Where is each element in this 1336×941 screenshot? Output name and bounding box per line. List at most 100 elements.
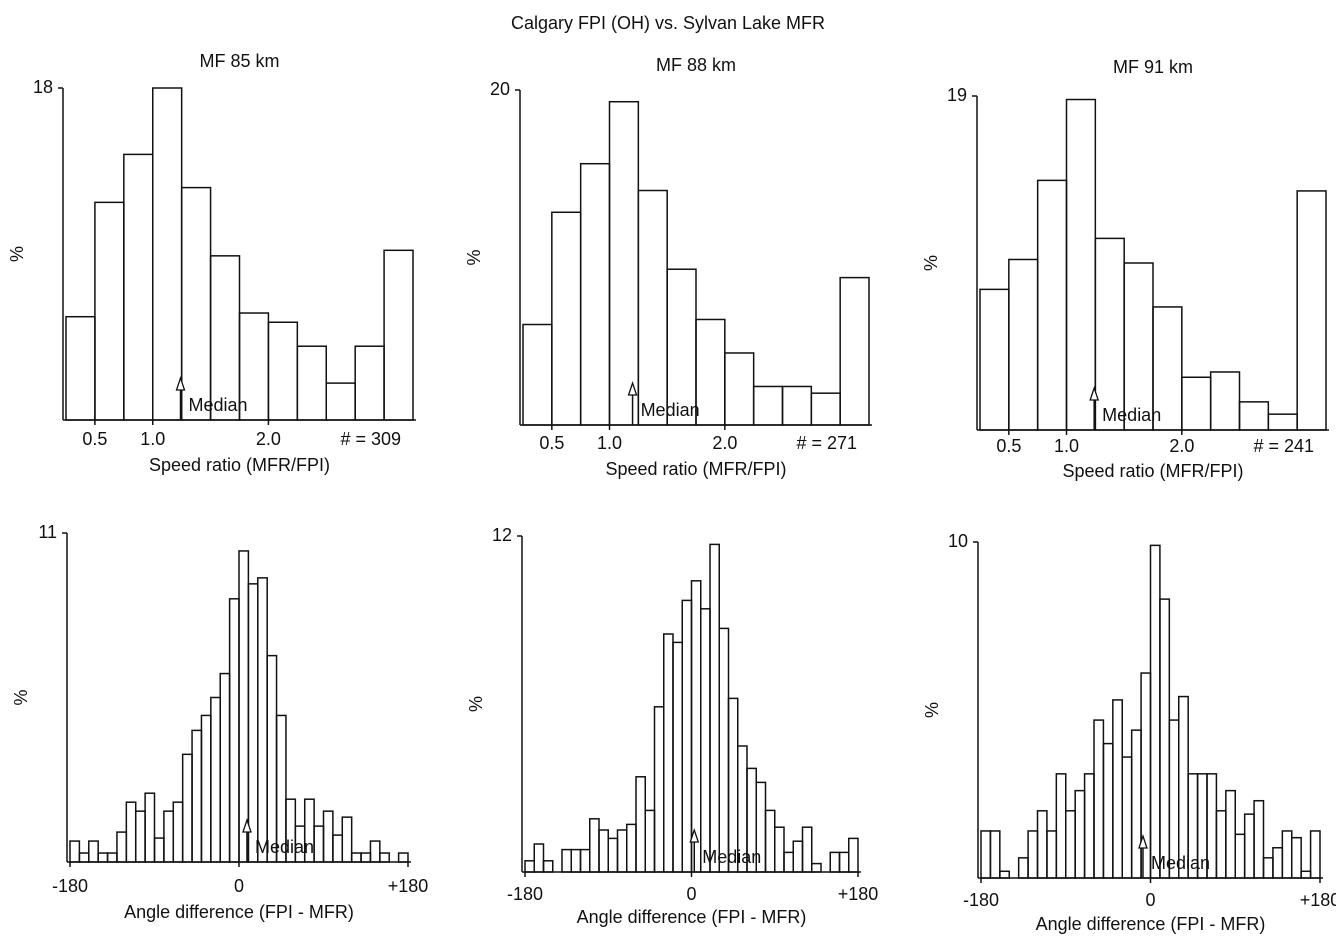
histogram-bar: [1253, 799, 1265, 879]
median-arrow-head: [1138, 833, 1148, 849]
histogram-bar: [1046, 830, 1058, 879]
histogram-bar: [153, 837, 165, 863]
histogram-bar: [783, 851, 794, 873]
histogram-bar: [313, 825, 325, 863]
histogram-bar: [332, 834, 344, 863]
histogram-bar: [69, 840, 81, 863]
x-axis-label: Speed ratio (MFR/FPI): [1062, 461, 1243, 481]
histogram-bar: [200, 714, 212, 863]
count-label: # = 271: [796, 433, 857, 453]
histogram-bar: [752, 385, 784, 426]
histogram-bar: [267, 321, 299, 421]
histogram-bar: [379, 852, 390, 863]
histogram-bar: [1281, 830, 1293, 879]
histogram-bar: [341, 816, 353, 863]
histogram-bar: [369, 840, 381, 863]
histogram-bar: [724, 352, 755, 426]
histogram-bar: [608, 100, 640, 426]
histogram-bar: [1017, 857, 1029, 879]
histogram-bar: [88, 840, 99, 863]
histogram-bar: [979, 288, 1010, 431]
x-axis-label: Speed ratio (MFR/FPI): [149, 455, 330, 475]
histogram-bar: [663, 633, 674, 873]
histogram-bar: [1234, 833, 1246, 879]
histogram-bar: [542, 860, 554, 873]
histogram-bar: [700, 608, 711, 873]
histogram-bar: [1238, 401, 1270, 431]
histogram-bar: [191, 729, 203, 863]
histogram-bar: [607, 837, 619, 873]
y-axis-label: %: [464, 249, 484, 265]
histogram-bar: [163, 810, 175, 863]
histogram-bar: [616, 829, 628, 873]
histogram-bar: [522, 323, 553, 426]
histogram-bar: [644, 809, 656, 873]
x-tick-label: 1.0: [140, 429, 165, 449]
histogram-bar: [1291, 836, 1302, 879]
histogram-bar: [589, 818, 600, 873]
y-tick-label: 19: [947, 85, 967, 105]
x-tick-label: 2.0: [256, 429, 281, 449]
median-label: Median: [255, 837, 314, 857]
histogram-bar: [78, 852, 90, 863]
histogram-bar: [792, 840, 804, 873]
histogram-bar: [275, 714, 287, 863]
histogram-bar: [266, 654, 278, 863]
histogram-bar: [626, 823, 637, 873]
histogram-bar: [116, 831, 128, 863]
histogram-bar: [123, 153, 154, 421]
histogram-bar: [1225, 789, 1237, 879]
x-tick-label: 0.5: [539, 433, 564, 453]
x-axis-label: Angle difference (FPI - MFR): [124, 902, 354, 922]
histogram-bar: [1074, 789, 1086, 879]
figure-title: Calgary FPI (OH) vs. Sylvan Lake MFR: [511, 13, 825, 33]
histogram-bar: [94, 201, 125, 421]
histogram-bar: [1159, 598, 1171, 879]
histogram-bar: [980, 830, 992, 879]
y-tick-label: 18: [33, 77, 53, 97]
histogram-bar: [1036, 179, 1068, 431]
histogram-bar: [533, 843, 545, 873]
histogram-bar: [839, 276, 870, 426]
histogram-bar: [350, 852, 362, 863]
histogram-bar: [1102, 742, 1114, 879]
histogram-bar: [1121, 756, 1133, 879]
y-tick-label: 11: [38, 522, 57, 542]
median-label: Median: [702, 847, 761, 867]
histogram-bar: [383, 249, 414, 421]
histogram-bar: [247, 583, 259, 863]
x-tick-label: 2.0: [1169, 436, 1194, 456]
histogram-bar: [1152, 306, 1183, 431]
histogram-bar: [180, 186, 212, 421]
histogram-bar: [801, 826, 813, 873]
histogram-bar: [1272, 847, 1284, 879]
histogram-bar: [1243, 813, 1255, 879]
histogram-bar: [1215, 810, 1227, 879]
x-tick-label: 0: [234, 876, 244, 896]
histogram-bar: [1296, 190, 1327, 431]
histogram-bar: [65, 315, 96, 421]
histogram-bar: [152, 87, 183, 421]
histogram-bar: [325, 382, 356, 421]
x-tick-label: 0: [1145, 890, 1155, 910]
histogram-bar: [1267, 413, 1298, 431]
histogram-bar: [838, 851, 850, 873]
histogram-bar: [1083, 773, 1095, 879]
histogram-bar: [322, 810, 334, 863]
histogram-bar: [219, 672, 231, 863]
histogram-bar: [1008, 258, 1039, 431]
y-tick-label: 10: [948, 531, 968, 551]
histogram-bar: [524, 860, 535, 873]
histogram-bar: [181, 753, 193, 863]
histogram-bar: [144, 792, 156, 863]
x-tick-label: 0: [686, 884, 696, 904]
histogram-bar: [718, 627, 730, 873]
histogram-bar: [709, 543, 720, 873]
histogram-bar: [257, 577, 268, 863]
histogram-bar: [1130, 729, 1142, 879]
histogram-bar: [354, 345, 385, 421]
median-label: Median: [641, 400, 700, 420]
x-tick-label: -180: [963, 890, 999, 910]
histogram-bar: [810, 392, 841, 426]
